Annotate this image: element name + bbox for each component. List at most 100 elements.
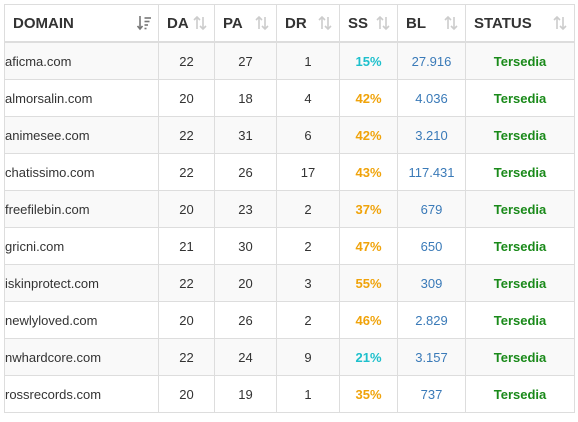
cell-status: Tersedia — [465, 227, 575, 265]
cell-domain: iskinprotect.com — [4, 264, 159, 302]
cell-ss: 47% — [339, 227, 398, 265]
cell-pa: 30 — [214, 227, 277, 265]
cell-pa: 19 — [214, 375, 277, 413]
sort-icon — [193, 15, 207, 31]
cell-domain: nwhardcore.com — [4, 338, 159, 376]
cell-da: 22 — [158, 116, 215, 154]
cell-pa: 23 — [214, 190, 277, 228]
sort-icon — [318, 15, 332, 31]
column-header-label: BL — [406, 14, 426, 32]
cell-ss: 43% — [339, 153, 398, 191]
column-header-status[interactable]: STATUS — [465, 4, 575, 43]
cell-da: 22 — [158, 153, 215, 191]
cell-status: Tersedia — [465, 79, 575, 117]
cell-dr: 6 — [276, 116, 340, 154]
column-header-label: DA — [167, 14, 189, 32]
column-header-dr[interactable]: DR — [276, 4, 340, 43]
cell-domain: freefilebin.com — [4, 190, 159, 228]
cell-da: 20 — [158, 190, 215, 228]
column-header-bl[interactable]: BL — [397, 4, 466, 43]
table-header: DOMAIN DA — [4, 4, 575, 43]
sort-icon — [255, 15, 269, 31]
column-header-label: DR — [285, 14, 307, 32]
cell-ss: 35% — [339, 375, 398, 413]
cell-dr: 1 — [276, 41, 340, 80]
cell-status: Tersedia — [465, 41, 575, 80]
table-row: nwhardcore.com 22 24 9 21% 3.157 Tersedi… — [4, 338, 575, 376]
cell-ss: 21% — [339, 338, 398, 376]
cell-bl: 3.210 — [397, 116, 466, 154]
table-row: iskinprotect.com 22 20 3 55% 309 Tersedi… — [4, 264, 575, 302]
cell-status: Tersedia — [465, 190, 575, 228]
column-header-pa[interactable]: PA — [214, 4, 277, 43]
cell-domain: rossrecords.com — [4, 375, 159, 413]
cell-ss: 42% — [339, 79, 398, 117]
cell-dr: 4 — [276, 79, 340, 117]
cell-dr: 3 — [276, 264, 340, 302]
cell-ss: 42% — [339, 116, 398, 154]
cell-bl: 309 — [397, 264, 466, 302]
cell-pa: 26 — [214, 153, 277, 191]
cell-bl: 117.431 — [397, 153, 466, 191]
cell-da: 22 — [158, 264, 215, 302]
cell-domain: newlyloved.com — [4, 301, 159, 339]
cell-ss: 46% — [339, 301, 398, 339]
cell-pa: 26 — [214, 301, 277, 339]
column-header-da[interactable]: DA — [158, 4, 215, 43]
cell-status: Tersedia — [465, 116, 575, 154]
cell-dr: 2 — [276, 227, 340, 265]
column-header-domain[interactable]: DOMAIN — [4, 4, 159, 43]
cell-dr: 2 — [276, 190, 340, 228]
table-row: gricni.com 21 30 2 47% 650 Tersedia — [4, 227, 575, 265]
domain-table: DOMAIN DA — [4, 4, 575, 413]
sort-icon — [376, 15, 390, 31]
cell-pa: 18 — [214, 79, 277, 117]
column-header-label: STATUS — [474, 14, 532, 32]
cell-bl: 2.829 — [397, 301, 466, 339]
cell-ss: 55% — [339, 264, 398, 302]
cell-bl: 3.157 — [397, 338, 466, 376]
cell-dr: 1 — [276, 375, 340, 413]
cell-status: Tersedia — [465, 264, 575, 302]
sort-active-icon — [136, 16, 151, 31]
cell-domain: chatissimo.com — [4, 153, 159, 191]
table-body: aficma.com 22 27 1 15% 27.916 Tersedia a… — [4, 41, 575, 413]
cell-status: Tersedia — [465, 301, 575, 339]
cell-bl: 737 — [397, 375, 466, 413]
table-row: almorsalin.com 20 18 4 42% 4.036 Tersedi… — [4, 79, 575, 117]
column-header-label: PA — [223, 14, 243, 32]
cell-domain: animesee.com — [4, 116, 159, 154]
cell-da: 22 — [158, 41, 215, 80]
cell-domain: gricni.com — [4, 227, 159, 265]
sort-icon — [553, 15, 567, 31]
cell-pa: 24 — [214, 338, 277, 376]
header-row: DOMAIN DA — [4, 4, 575, 43]
cell-dr: 2 — [276, 301, 340, 339]
cell-status: Tersedia — [465, 153, 575, 191]
cell-bl: 650 — [397, 227, 466, 265]
cell-status: Tersedia — [465, 338, 575, 376]
cell-bl: 4.036 — [397, 79, 466, 117]
table-row: rossrecords.com 20 19 1 35% 737 Tersedia — [4, 375, 575, 413]
cell-bl: 679 — [397, 190, 466, 228]
table-row: animesee.com 22 31 6 42% 3.210 Tersedia — [4, 116, 575, 154]
cell-da: 22 — [158, 338, 215, 376]
cell-da: 20 — [158, 375, 215, 413]
column-header-ss[interactable]: SS — [339, 4, 398, 43]
cell-domain: almorsalin.com — [4, 79, 159, 117]
cell-pa: 27 — [214, 41, 277, 80]
cell-da: 21 — [158, 227, 215, 265]
cell-da: 20 — [158, 79, 215, 117]
table-row: newlyloved.com 20 26 2 46% 2.829 Tersedi… — [4, 301, 575, 339]
cell-ss: 15% — [339, 41, 398, 80]
column-header-label: SS — [348, 14, 369, 32]
table-row: freefilebin.com 20 23 2 37% 679 Tersedia — [4, 190, 575, 228]
cell-dr: 9 — [276, 338, 340, 376]
column-header-label: DOMAIN — [13, 14, 74, 32]
cell-pa: 31 — [214, 116, 277, 154]
cell-bl: 27.916 — [397, 41, 466, 80]
table-row: chatissimo.com 22 26 17 43% 117.431 Ters… — [4, 153, 575, 191]
cell-status: Tersedia — [465, 375, 575, 413]
cell-domain: aficma.com — [4, 41, 159, 80]
cell-ss: 37% — [339, 190, 398, 228]
